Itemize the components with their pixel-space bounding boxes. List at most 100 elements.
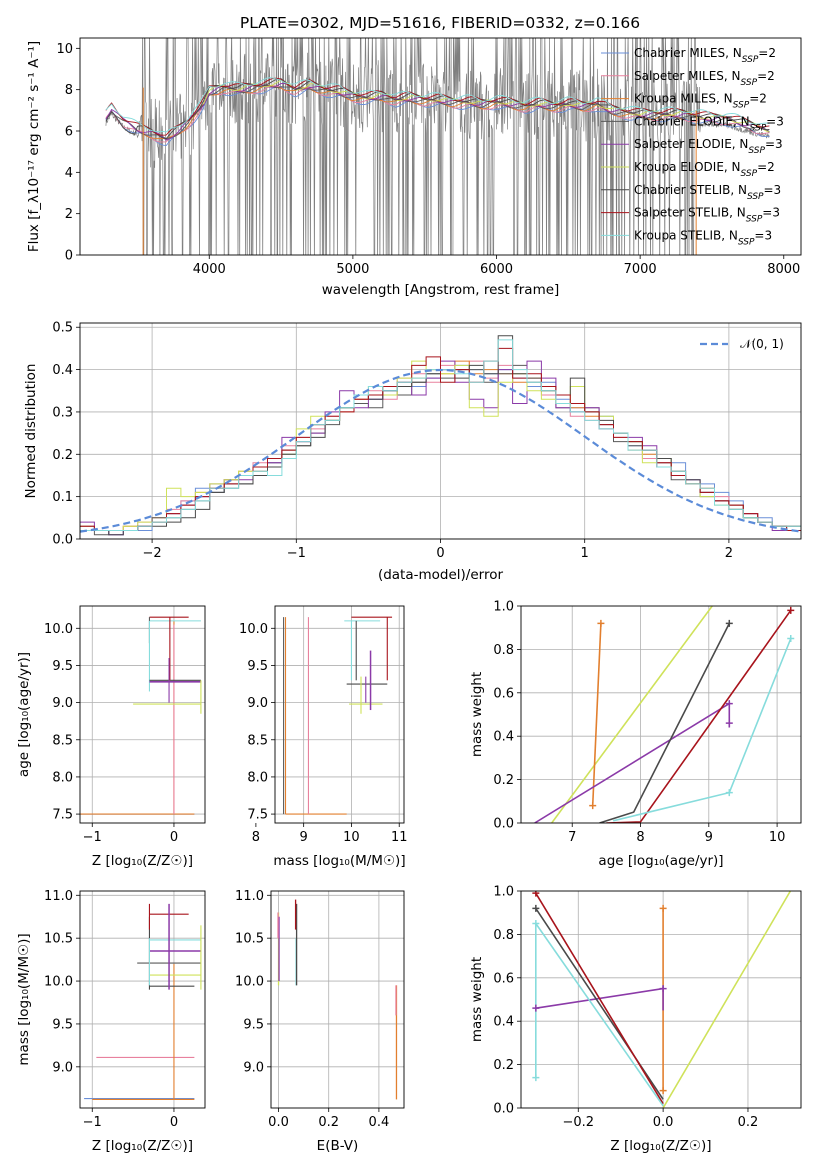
- x-tick-label: 9: [705, 830, 713, 845]
- x-tick-label: 0: [170, 830, 178, 845]
- gaussian-curve: [80, 368, 801, 533]
- axes-residuals: −2 −1 0 1 2 0.0 0.1 0.2 0.3 0.4 0.5 (data-model)/er…: [23, 321, 802, 583]
- x-tick-label: 11: [391, 830, 408, 845]
- plot-area-residuals: [80, 323, 801, 539]
- axes-frame: [79, 37, 802, 256]
- y-axis-label: mass weight: [469, 672, 485, 757]
- y-tick-label: 7.5: [247, 808, 268, 823]
- y-tick-label: 9.0: [52, 1060, 73, 1075]
- y-tick-label: 0.0: [493, 817, 514, 832]
- weight-marker: [532, 891, 540, 897]
- x-tick-label: 7: [568, 830, 576, 845]
- weight-line-salpeter-stelib: [606, 609, 792, 823]
- axes-age_vs_mass: 8 9 10 11 7.5 8.0 8.5 9.0 9.5 10.0 mass [log₁₀(M/M…: [239, 605, 408, 869]
- weight-marker: [532, 1074, 540, 1082]
- y-tick-label: 9.5: [52, 659, 73, 674]
- axes-mass_vs_ebv: 0.0 0.2 0.4 9.0 9.5 10.0 10.5 11.0 E(B-V): [235, 889, 405, 1154]
- weight-line-kroupa-miles: [591, 623, 602, 806]
- y-tick-label: 10: [56, 42, 73, 57]
- y-axis-label: Flux [f_λ10⁻¹⁷ erg cm⁻² s⁻¹ A⁻¹]: [26, 41, 42, 252]
- weight-line-kroupa-stelib: [535, 923, 664, 1107]
- axes-spectrum: 4000 5000 6000 7000 8000 0 2 4 6 8 10 wavelength [A…: [26, 37, 802, 298]
- x-axis-label: Z [log₁₀(Z/Z☉)]: [610, 1138, 711, 1154]
- y-tick-label: 0.4: [493, 730, 514, 745]
- y-tick-label: 0.6: [493, 971, 514, 986]
- y-axis-label: mass [log₁₀(M/M☉)]: [16, 933, 32, 1065]
- model-line-kroupa-stelib: [105, 77, 770, 133]
- legend-entry: Chabrier STELIB, NSSP=3: [634, 183, 781, 202]
- y-axis-label: age [log₁₀(age/yr)]: [16, 652, 32, 777]
- x-tick-label: −1: [83, 1115, 102, 1130]
- y-tick-label: 8.0: [52, 770, 73, 785]
- x-tick-label: 0.2: [738, 1115, 759, 1130]
- y-tick-label: 10.0: [44, 622, 73, 637]
- y-tick-label: 0.6: [493, 686, 514, 701]
- weight-marker: [787, 606, 795, 614]
- weight-line-kroupa-elodie: [551, 606, 713, 823]
- legend-entry: 𝒩(0, 1): [740, 337, 784, 351]
- legend-entry: Kroupa ELODIE, NSSP=2: [634, 160, 775, 179]
- y-tick-label: 9.0: [247, 696, 268, 711]
- y-tick-label: 2: [65, 207, 73, 222]
- y-tick-label: 0.2: [493, 1058, 514, 1073]
- axes-frame: [79, 322, 802, 540]
- figure-title: PLATE=0302, MJD=51616, FIBERID=0332, z=0…: [240, 14, 640, 32]
- x-axis-label: mass [log₁₀(M/M☉)]: [273, 853, 405, 869]
- y-tick-label: 9.0: [243, 1060, 264, 1075]
- y-tick-label: 0.8: [493, 643, 514, 658]
- y-tick-label: 8.0: [247, 770, 268, 785]
- y-tick-label: 9.0: [52, 696, 73, 711]
- plot-area-age_vs_Z: [80, 606, 205, 823]
- weight-marker: [659, 985, 667, 993]
- plot-area-mass_vs_Z: [80, 891, 205, 1108]
- axes-frame: [520, 890, 802, 1109]
- y-tick-label: 0.4: [493, 1015, 514, 1030]
- y-axis-label: Normed distribution: [23, 364, 39, 499]
- axes-frame: [274, 605, 405, 824]
- y-tick-label: 0.3: [52, 405, 73, 420]
- axes-frame: [270, 890, 405, 1109]
- weight-marker: [589, 802, 597, 810]
- x-tick-label: 5000: [336, 262, 369, 277]
- x-axis-label: E(B-V): [317, 1138, 359, 1154]
- y-tick-label: 10.5: [235, 932, 264, 947]
- x-tick-label: 4000: [193, 262, 226, 277]
- y-tick-label: 8.5: [247, 733, 268, 748]
- legend-entry: Chabrier MILES, NSSP=2: [634, 46, 776, 65]
- y-tick-label: 0.5: [52, 321, 73, 336]
- y-tick-label: 0.8: [493, 928, 514, 943]
- y-tick-label: 0.0: [52, 533, 73, 548]
- plot-area-age_vs_mass: [275, 606, 404, 823]
- weight-line-chabrier-stelib: [599, 623, 731, 823]
- y-axis-label: mass weight: [469, 957, 485, 1042]
- weight-marker: [787, 635, 795, 643]
- weight-marker: [659, 904, 667, 912]
- legend-spectrum: Chabrier MILES, NSSP=2 Salpeter MILES, NS…: [601, 46, 784, 247]
- weight-line-kroupa-elodie: [662, 891, 792, 1108]
- x-tick-label: 7000: [624, 262, 657, 277]
- axes-mass_vs_Z: −1 0 9.0 9.5 10.0 10.5 11.0 Z [log₁₀(Z/Z☉)] mass…: [16, 889, 206, 1154]
- x-tick-label: 8000: [767, 262, 800, 277]
- weight-marker: [725, 619, 733, 627]
- y-tick-label: 0.4: [52, 363, 73, 378]
- x-tick-label: −0.2: [562, 1115, 594, 1130]
- axes-frame: [79, 605, 206, 824]
- y-tick-label: 0.1: [52, 490, 73, 505]
- x-tick-label: −1: [287, 546, 306, 561]
- x-tick-label: 9: [300, 830, 308, 845]
- model-line-chabrier-miles: [105, 85, 770, 146]
- weight-marker: [725, 789, 733, 797]
- x-axis-label: wavelength [Angstrom, rest frame]: [322, 282, 560, 298]
- x-tick-label: 0.2: [318, 1115, 339, 1130]
- x-tick-label: 0.0: [653, 1115, 674, 1130]
- x-tick-label: 10: [769, 830, 786, 845]
- y-tick-label: 1.0: [493, 885, 514, 900]
- weight-line-salpeter-elodie: [534, 702, 730, 823]
- x-tick-label: 2: [725, 546, 733, 561]
- y-tick-label: 4: [65, 166, 73, 181]
- model-line-chabrier-stelib: [105, 78, 770, 140]
- x-tick-label: 6000: [480, 262, 513, 277]
- y-tick-label: 10.0: [235, 975, 264, 990]
- legend-entry: Kroupa STELIB, NSSP=3: [634, 228, 772, 247]
- y-tick-label: 1.0: [493, 600, 514, 615]
